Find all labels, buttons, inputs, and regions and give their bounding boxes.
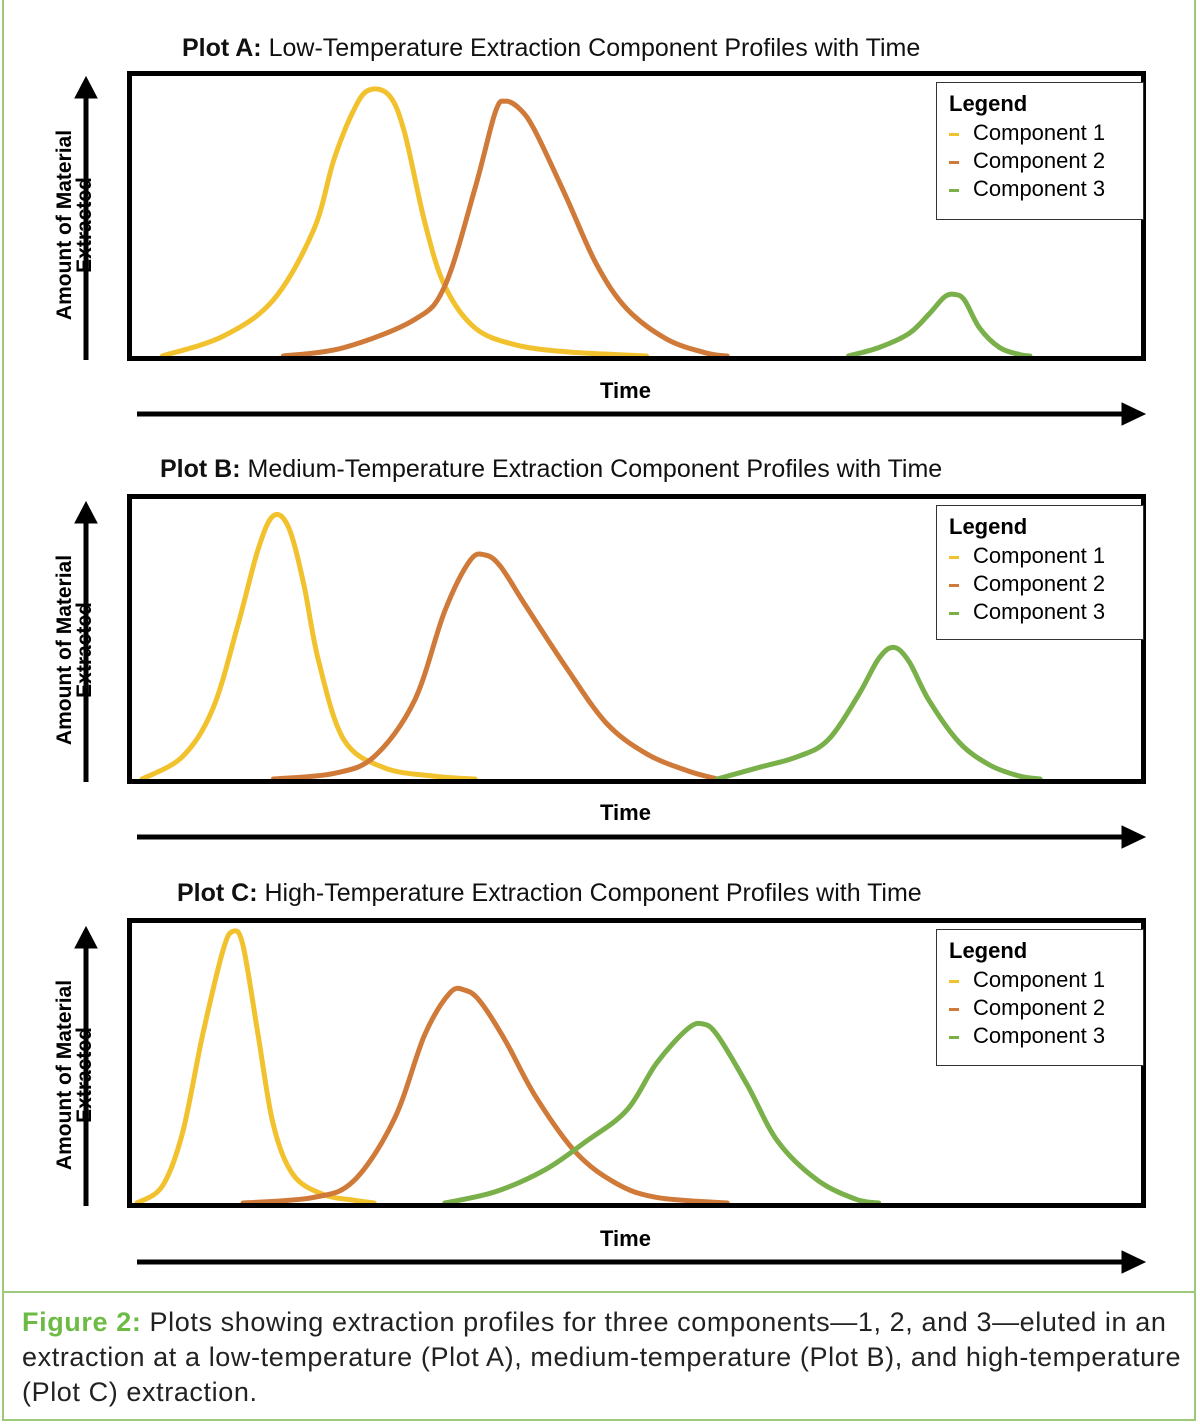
legend: Legend Component 1 Component 2 Component… [936,929,1144,1066]
legend-item: Component 2 [949,994,1143,1022]
plot-area [127,71,1146,361]
plot-title: Plot A: Low-Temperature Extraction Compo… [182,34,921,62]
series-line-component-2 [280,98,730,356]
series-line-component-3 [442,1020,882,1203]
plot-canvas [159,86,1033,356]
legend-swatch [949,555,959,559]
series-line-component-3 [714,644,1043,779]
legend-swatch [949,583,959,587]
caption-label: Figure 2: [22,1307,142,1337]
legend-title: Legend [949,91,1028,116]
legend-title: Legend [949,938,1028,963]
x-axis-label: Time [600,800,651,825]
axis-arrows [74,75,1147,1274]
legend-swatch [949,160,959,164]
legend-item: Component 2 [949,570,1143,598]
legend-item: Component 1 [949,119,1143,147]
legend-swatch [949,1035,959,1039]
y-axis-arrowhead [74,75,98,99]
y-axis-arrowhead [74,925,98,949]
x-axis-arrowhead [1121,825,1147,849]
caption-text: Plots showing extraction profiles for th… [22,1307,1182,1407]
legend-title: Legend [949,514,1028,539]
plot-canvas [134,928,882,1203]
legend-swatch [949,1007,959,1011]
legend-swatch [949,979,959,983]
figure-caption: Figure 2: Plots showing extraction profi… [22,1305,1187,1410]
legend-item: Component 1 [949,966,1143,994]
series-line-component-3 [845,291,1033,356]
series-line-component-1 [139,511,478,779]
legend: Legend Component 1 Component 2 Component… [936,505,1144,640]
plot-title: Plot B: Medium-Temperature Extraction Co… [160,455,943,483]
legend-item: Component 3 [949,175,1143,203]
legend-swatch [949,188,959,192]
x-axis-label: Time [600,378,651,403]
legend-item: Component 3 [949,1022,1143,1050]
plot-title: Plot C: High-Temperature Extraction Comp… [177,879,922,907]
legend: Legend Component 1 Component 2 Component… [936,82,1144,220]
x-axis-label: Time [600,1226,651,1251]
x-axis-arrowhead [1121,1250,1147,1274]
legend-swatch [949,132,959,136]
plot-canvas [139,511,1043,779]
legend-item: Component 2 [949,147,1143,175]
legend-item: Component 1 [949,542,1143,570]
legend-swatch [949,611,959,615]
y-axis-arrowhead [74,500,98,524]
legend-item: Component 3 [949,598,1143,626]
x-axis-arrowhead [1121,402,1147,426]
series-line-component-1 [159,86,650,356]
series-line-component-2 [240,985,730,1203]
series-line-component-2 [270,551,720,779]
caption-divider [2,1291,1196,1293]
